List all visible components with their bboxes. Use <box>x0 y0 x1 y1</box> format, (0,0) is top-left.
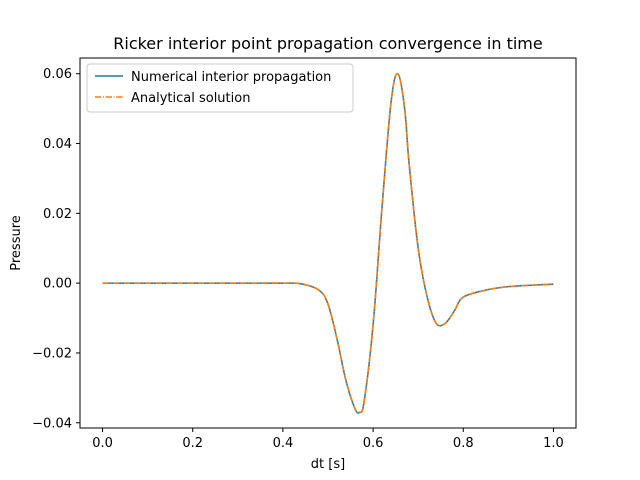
legend-label-numerical: Numerical interior propagation <box>131 70 331 85</box>
series-layer <box>102 72 554 414</box>
axes-frame <box>79 57 577 429</box>
x-tick-label: 0.2 <box>182 436 203 451</box>
x-tick-label: 1.0 <box>543 436 564 451</box>
x-axis-ticks: 0.0 0.2 0.4 0.6 0.8 1.0 <box>92 428 564 451</box>
x-tick-label: 0.6 <box>363 436 384 451</box>
y-tick-label: 0.02 <box>43 207 72 222</box>
legend: Numerical interior propagation Analytica… <box>86 63 354 113</box>
y-axis-label: Pressure <box>9 215 24 271</box>
plot-area <box>80 58 576 428</box>
y-tick-label: −0.04 <box>32 416 72 431</box>
legend-box <box>86 63 354 113</box>
y-tick-label: 0.06 <box>43 67 72 82</box>
legend-label-analytical: Analytical solution <box>131 91 250 106</box>
chart-title: Ricker interior point propagation conver… <box>113 34 542 53</box>
x-tick-label: 0.4 <box>273 436 294 451</box>
x-tick-label: 0.8 <box>453 436 474 451</box>
y-tick-label: 0.04 <box>43 137 72 152</box>
x-tick-label: 0.0 <box>92 436 113 451</box>
series-line-analytical <box>102 72 554 414</box>
x-axis-label: dt [s] <box>311 457 345 472</box>
y-axis-ticks: −0.04 −0.02 0.00 0.02 0.04 0.06 <box>32 67 80 431</box>
y-tick-label: −0.02 <box>32 346 72 361</box>
y-tick-label: 0.00 <box>43 277 72 292</box>
